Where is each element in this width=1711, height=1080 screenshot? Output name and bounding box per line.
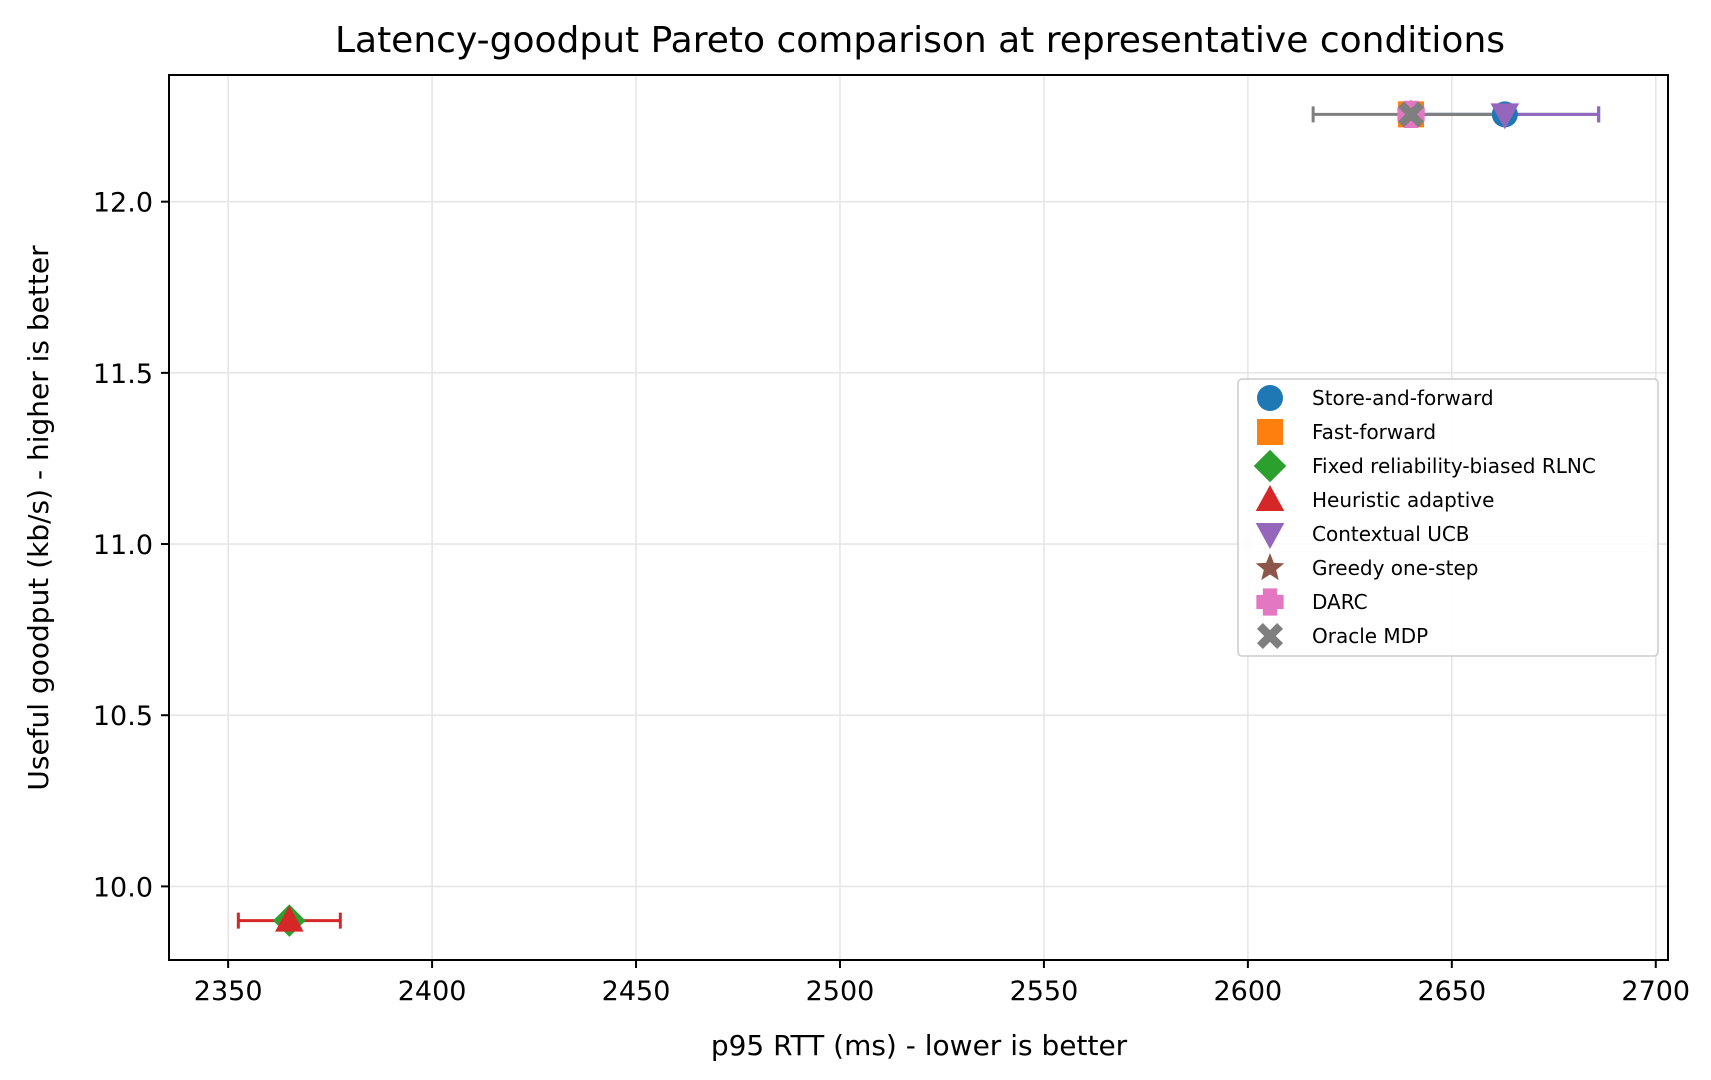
legend-label: Oracle MDP: [1312, 624, 1428, 648]
legend-label: Contextual UCB: [1312, 522, 1470, 546]
legend-marker: [1257, 385, 1283, 411]
x-tick-label: 2700: [1621, 976, 1690, 1007]
legend-entry: Store-and-forward: [1257, 385, 1494, 411]
legend-entry: Fixed reliability-biased RLNC: [1253, 449, 1596, 483]
legend-marker: [1255, 485, 1285, 512]
y-axis-ticks: 10.0 10.5 11.0 11.5 12.0: [93, 188, 169, 903]
legend-label: Fast-forward: [1312, 420, 1436, 444]
data-point: [275, 905, 304, 932]
legend-marker: [1255, 522, 1285, 549]
x-axis-ticks: 2350 2400 2450 2500 2550 2600 2650 2700: [194, 960, 1690, 1007]
x-tick-label: 2450: [602, 976, 671, 1007]
legend-entry: Heuristic adaptive: [1255, 485, 1494, 512]
x-tick-label: 2350: [194, 976, 263, 1007]
legend-marker: [1257, 419, 1283, 445]
legend-entry: DARC: [1256, 588, 1368, 616]
legend-marker: [1253, 449, 1287, 483]
x-tick-label: 2500: [806, 976, 875, 1007]
legend-frame: [1237, 378, 1659, 657]
data-point: [1490, 103, 1520, 130]
legend-entry: Oracle MDP: [1257, 623, 1428, 649]
data-point: [1398, 101, 1425, 128]
legend-entry: Greedy one-step: [1255, 553, 1478, 581]
legend-label: Heuristic adaptive: [1312, 488, 1494, 512]
data-points: [273, 99, 1520, 937]
legend-label: DARC: [1312, 590, 1368, 614]
y-tick-label: 11.0: [93, 530, 153, 561]
x-tick-label: 2650: [1417, 976, 1486, 1007]
x-axis-label: p95 RTT (ms) - lower is better: [711, 1029, 1128, 1062]
y-axis-label: Useful goodput (kb/s) - higher is better: [22, 245, 55, 791]
x-tick-label: 2550: [1010, 976, 1079, 1007]
legend-label: Greedy one-step: [1312, 556, 1478, 580]
legend-label: Store-and-forward: [1312, 386, 1494, 410]
y-tick-label: 11.5: [93, 359, 153, 390]
legend-entry: Contextual UCB: [1255, 522, 1470, 549]
legend: Store-and-forward Fast-forward Fixed relia…: [1237, 378, 1659, 657]
legend-label: Fixed reliability-biased RLNC: [1312, 454, 1596, 478]
x-tick-label: 2400: [398, 976, 467, 1007]
y-tick-label: 10.0: [93, 872, 153, 903]
legend-marker: [1256, 588, 1284, 616]
y-tick-label: 12.0: [93, 188, 153, 219]
chart-title: Latency-goodput Pareto comparison at rep…: [335, 20, 1505, 61]
x-tick-label: 2600: [1214, 976, 1283, 1007]
y-tick-label: 10.5: [93, 701, 153, 732]
legend-marker: [1257, 623, 1283, 649]
legend-marker: [1255, 553, 1285, 581]
legend-entry: Fast-forward: [1257, 419, 1436, 445]
plot-frame: [168, 74, 1669, 961]
